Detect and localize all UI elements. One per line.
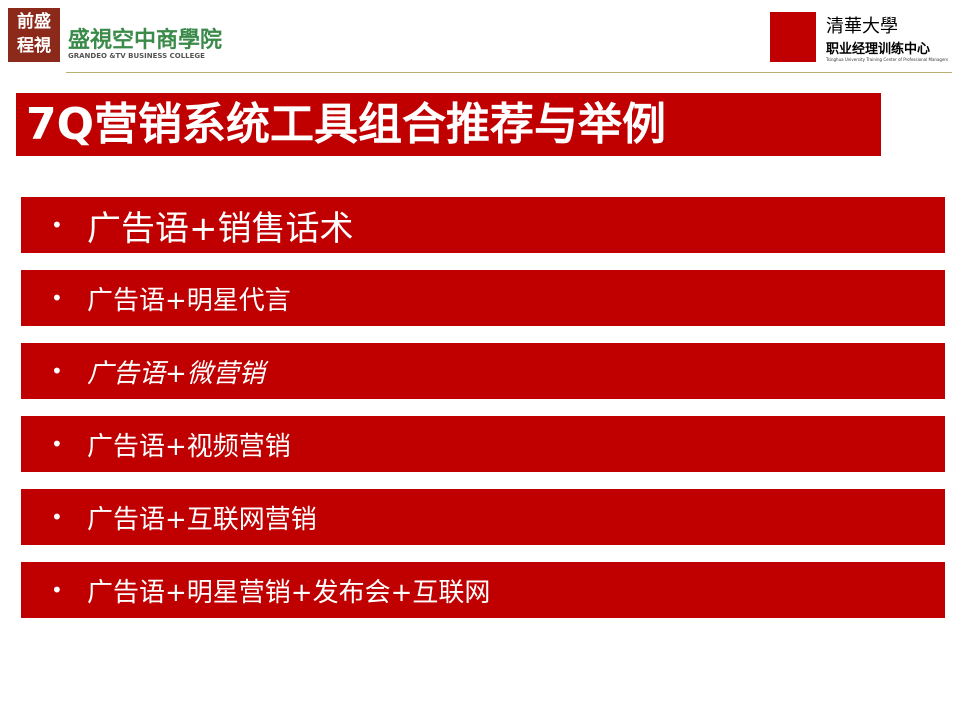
logo-text: 盛視空中商學院: [68, 28, 223, 53]
right-seal: [770, 12, 816, 62]
bullet: •: [51, 213, 63, 237]
right-title: 清華大學: [826, 16, 898, 37]
item: • 广告语+微营销: [21, 343, 945, 399]
item: • 广告语+互联网营销: [21, 489, 945, 545]
item-text: 广告语+微营销: [87, 358, 265, 389]
bullet: •: [51, 505, 63, 529]
right-text: 职业经理训练中心: [826, 42, 931, 57]
item-text: 广告语+互联网营销: [87, 504, 317, 535]
header-rule: [66, 72, 952, 73]
bullet: •: [51, 359, 63, 383]
title: 7Q营销系统工具组合推荐与举例: [16, 93, 881, 156]
item: • 广告语+视频营销: [21, 416, 945, 472]
item: • 广告语+销售话术: [21, 197, 945, 253]
bullet: •: [51, 286, 63, 310]
item: • 广告语+明星营销+发布会+互联网: [21, 562, 945, 618]
right-sub: Tsinghua University Training Center of P…: [826, 57, 949, 62]
item-text: 广告语+明星代言: [87, 285, 291, 316]
bullet: •: [51, 578, 63, 602]
seal: 前盛 程視: [8, 8, 60, 62]
item-text: 广告语+明星营销+发布会+互联网: [87, 577, 491, 608]
bullet: •: [51, 432, 63, 456]
item: • 广告语+明星代言: [21, 270, 945, 326]
item-text: 广告语+视频营销: [87, 431, 291, 462]
item-text: 广告语+销售话术: [87, 208, 354, 249]
logo-sub: GRANDEO &TV BUSINESS COLLEGE: [68, 52, 205, 60]
